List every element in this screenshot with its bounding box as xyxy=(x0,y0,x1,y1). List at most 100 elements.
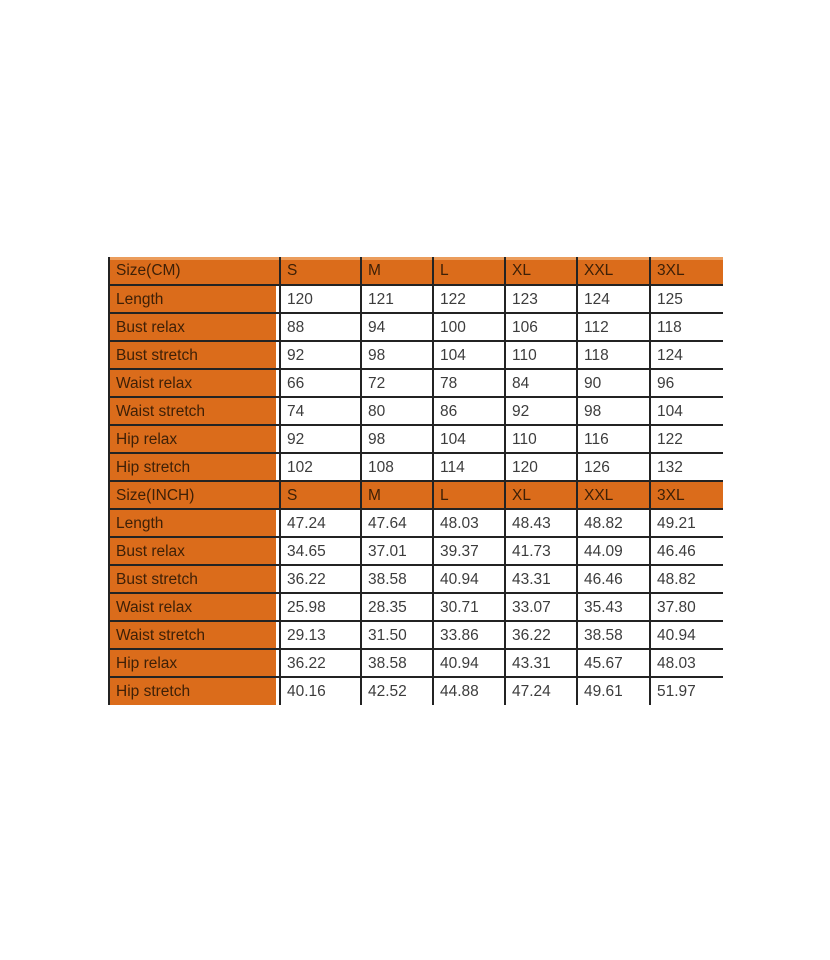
table-row: Waist stretch 74 80 86 92 98 104 xyxy=(108,396,723,426)
size-value-cell: 36.22 xyxy=(279,648,362,678)
size-value-cell: 114 xyxy=(432,452,506,482)
row-label: Hip relax xyxy=(108,424,281,454)
size-value-cell: 43.31 xyxy=(504,648,578,678)
size-value-cell: 29.13 xyxy=(279,620,362,650)
size-value-cell: 40.16 xyxy=(279,676,362,705)
size-value-cell: 116 xyxy=(576,424,651,454)
size-value-cell: 104 xyxy=(649,396,723,426)
size-value-cell: 43.31 xyxy=(504,564,578,594)
section-header-inch: Size(INCH) xyxy=(108,480,281,510)
size-value-cell: 49.21 xyxy=(649,508,723,538)
table-row: Waist relax 25.98 28.35 30.71 33.07 35.4… xyxy=(108,592,723,622)
column-header-m: M xyxy=(360,480,434,510)
size-value-cell: 28.35 xyxy=(360,592,434,622)
table-header-row-cm: Size(CM) S M L XL XXL 3XL xyxy=(108,257,723,286)
size-value-cell: 100 xyxy=(432,312,506,342)
size-value-cell: 108 xyxy=(360,452,434,482)
size-value-cell: 123 xyxy=(504,284,578,314)
size-value-cell: 37.01 xyxy=(360,536,434,566)
table-row: Bust relax 88 94 100 106 112 118 xyxy=(108,312,723,342)
size-value-cell: 98 xyxy=(360,424,434,454)
size-value-cell: 49.61 xyxy=(576,676,651,705)
table-row: Bust stretch 36.22 38.58 40.94 43.31 46.… xyxy=(108,564,723,594)
row-label: Bust stretch xyxy=(108,564,281,594)
column-header-xxl: XXL xyxy=(576,257,651,286)
size-value-cell: 33.07 xyxy=(504,592,578,622)
size-value-cell: 84 xyxy=(504,368,578,398)
size-value-cell: 98 xyxy=(576,396,651,426)
size-value-cell: 118 xyxy=(649,312,723,342)
row-label: Hip stretch xyxy=(108,676,281,705)
table-row: Hip stretch 102 108 114 120 126 132 xyxy=(108,452,723,482)
table-row: Hip stretch 40.16 42.52 44.88 47.24 49.6… xyxy=(108,676,723,705)
size-value-cell: 48.82 xyxy=(649,564,723,594)
size-value-cell: 86 xyxy=(432,396,506,426)
column-header-xl: XL xyxy=(504,480,578,510)
table-row: Bust relax 34.65 37.01 39.37 41.73 44.09… xyxy=(108,536,723,566)
size-value-cell: 47.24 xyxy=(279,508,362,538)
size-value-cell: 48.43 xyxy=(504,508,578,538)
size-value-cell: 45.67 xyxy=(576,648,651,678)
size-value-cell: 46.46 xyxy=(649,536,723,566)
column-header-s: S xyxy=(279,480,362,510)
size-value-cell: 94 xyxy=(360,312,434,342)
table-row: Bust stretch 92 98 104 110 118 124 xyxy=(108,340,723,370)
size-value-cell: 30.71 xyxy=(432,592,506,622)
size-value-cell: 125 xyxy=(649,284,723,314)
size-value-cell: 88 xyxy=(279,312,362,342)
size-value-cell: 120 xyxy=(279,284,362,314)
column-header-3xl: 3XL xyxy=(649,480,723,510)
row-label: Bust relax xyxy=(108,536,281,566)
column-header-xl: XL xyxy=(504,257,578,286)
row-label: Hip relax xyxy=(108,648,281,678)
column-header-l: L xyxy=(432,257,506,286)
size-value-cell: 47.64 xyxy=(360,508,434,538)
size-value-cell: 48.03 xyxy=(649,648,723,678)
size-value-cell: 36.22 xyxy=(279,564,362,594)
size-value-cell: 124 xyxy=(576,284,651,314)
size-value-cell: 92 xyxy=(279,340,362,370)
size-value-cell: 120 xyxy=(504,452,578,482)
size-value-cell: 80 xyxy=(360,396,434,426)
column-header-s: S xyxy=(279,257,362,286)
size-value-cell: 124 xyxy=(649,340,723,370)
size-value-cell: 110 xyxy=(504,340,578,370)
size-value-cell: 51.97 xyxy=(649,676,723,705)
size-value-cell: 44.88 xyxy=(432,676,506,705)
size-value-cell: 42.52 xyxy=(360,676,434,705)
size-value-cell: 132 xyxy=(649,452,723,482)
size-value-cell: 48.82 xyxy=(576,508,651,538)
table-row: Hip relax 92 98 104 110 116 122 xyxy=(108,424,723,454)
size-value-cell: 126 xyxy=(576,452,651,482)
size-value-cell: 34.65 xyxy=(279,536,362,566)
size-value-cell: 36.22 xyxy=(504,620,578,650)
size-value-cell: 31.50 xyxy=(360,620,434,650)
size-value-cell: 33.86 xyxy=(432,620,506,650)
column-header-xxl: XXL xyxy=(576,480,651,510)
table-row: Length 47.24 47.64 48.03 48.43 48.82 49.… xyxy=(108,508,723,538)
row-label: Bust stretch xyxy=(108,340,281,370)
size-chart-table: Size(CM) S M L XL XXL 3XL Length 120 121… xyxy=(108,257,723,705)
size-value-cell: 35.43 xyxy=(576,592,651,622)
size-value-cell: 38.58 xyxy=(576,620,651,650)
column-header-m: M xyxy=(360,257,434,286)
size-value-cell: 37.80 xyxy=(649,592,723,622)
size-value-cell: 46.46 xyxy=(576,564,651,594)
size-value-cell: 78 xyxy=(432,368,506,398)
size-value-cell: 92 xyxy=(504,396,578,426)
size-value-cell: 110 xyxy=(504,424,578,454)
size-value-cell: 96 xyxy=(649,368,723,398)
row-label: Waist relax xyxy=(108,592,281,622)
size-value-cell: 121 xyxy=(360,284,434,314)
size-value-cell: 98 xyxy=(360,340,434,370)
size-value-cell: 122 xyxy=(649,424,723,454)
size-value-cell: 25.98 xyxy=(279,592,362,622)
row-label: Hip stretch xyxy=(108,452,281,482)
table-row: Waist relax 66 72 78 84 90 96 xyxy=(108,368,723,398)
size-value-cell: 40.94 xyxy=(432,564,506,594)
section-header-cm: Size(CM) xyxy=(108,257,281,286)
size-value-cell: 104 xyxy=(432,424,506,454)
row-label: Waist stretch xyxy=(108,620,281,650)
size-value-cell: 38.58 xyxy=(360,648,434,678)
